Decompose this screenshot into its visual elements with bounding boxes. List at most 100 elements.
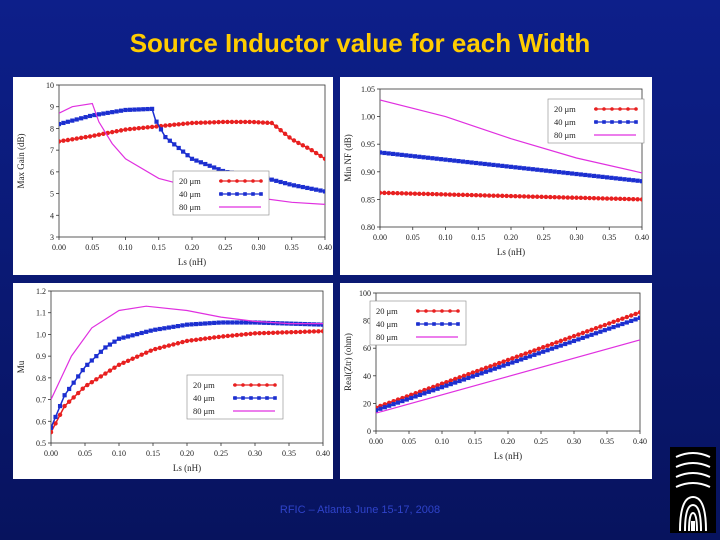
legend-label: 80 μm bbox=[193, 406, 215, 416]
marker-w40 bbox=[510, 360, 515, 365]
marker-w20 bbox=[89, 380, 95, 385]
marker-w40 bbox=[181, 149, 186, 154]
legend-marker bbox=[626, 107, 630, 111]
marker-w40 bbox=[207, 163, 212, 168]
marker-w40 bbox=[194, 158, 199, 163]
marker-w40 bbox=[243, 320, 249, 325]
x-tick-label: 0.25 bbox=[534, 437, 548, 446]
marker-w40 bbox=[105, 110, 110, 115]
marker-w20 bbox=[230, 333, 235, 338]
marker-w40 bbox=[574, 171, 579, 177]
marker-w40 bbox=[216, 320, 221, 325]
marker-w40 bbox=[283, 181, 288, 186]
marker-w20 bbox=[545, 343, 550, 348]
marker-w40 bbox=[136, 107, 141, 112]
marker-w40 bbox=[611, 324, 616, 330]
marker-w40 bbox=[552, 169, 557, 174]
legend-marker bbox=[227, 192, 231, 196]
marker-w40 bbox=[469, 160, 474, 165]
marker-w40 bbox=[439, 157, 444, 162]
marker-w40 bbox=[500, 163, 505, 168]
marker-w20 bbox=[202, 336, 208, 341]
marker-w40 bbox=[116, 336, 122, 341]
y-tick-label: 20 bbox=[363, 399, 371, 408]
marker-w20 bbox=[444, 379, 449, 385]
marker-w40 bbox=[135, 332, 140, 337]
legend-marker bbox=[219, 192, 223, 196]
marker-w20 bbox=[296, 140, 301, 146]
marker-w20 bbox=[132, 126, 137, 131]
marker-w20 bbox=[602, 322, 607, 328]
marker-w40 bbox=[633, 317, 638, 322]
legend-label: 40 μm bbox=[554, 117, 576, 127]
marker-w40 bbox=[532, 352, 537, 357]
marker-w40 bbox=[311, 322, 317, 327]
marker-w20 bbox=[85, 382, 90, 388]
y-tick-label: 40 bbox=[363, 372, 371, 381]
marker-w20 bbox=[243, 332, 249, 337]
marker-w20 bbox=[198, 120, 204, 125]
marker-w20 bbox=[460, 192, 466, 198]
marker-w20 bbox=[163, 123, 168, 128]
plot-area bbox=[51, 305, 323, 435]
marker-w20 bbox=[521, 194, 527, 199]
marker-w40 bbox=[422, 391, 427, 396]
marker-w20 bbox=[495, 193, 501, 198]
marker-w40 bbox=[139, 330, 144, 336]
marker-w40 bbox=[541, 349, 546, 354]
x-tick-label: 0.00 bbox=[52, 243, 66, 252]
marker-w20 bbox=[587, 195, 592, 201]
marker-w20 bbox=[53, 421, 58, 426]
marker-w20 bbox=[539, 194, 544, 200]
marker-w20 bbox=[307, 329, 312, 334]
marker-w40 bbox=[74, 117, 79, 122]
series-line-w20 bbox=[59, 121, 325, 160]
marker-w40 bbox=[517, 165, 522, 170]
marker-w40 bbox=[234, 320, 239, 325]
x-tick-label: 0.35 bbox=[282, 449, 296, 458]
legend-marker bbox=[233, 383, 237, 387]
marker-w20 bbox=[382, 190, 387, 196]
marker-w20 bbox=[114, 129, 119, 134]
marker-w40 bbox=[387, 403, 392, 408]
marker-w20 bbox=[278, 128, 283, 133]
marker-w40 bbox=[488, 368, 493, 373]
marker-w40 bbox=[395, 152, 400, 157]
marker-w20 bbox=[243, 119, 248, 125]
marker-w40 bbox=[519, 357, 524, 362]
marker-w40 bbox=[87, 113, 93, 119]
marker-w40 bbox=[475, 372, 480, 377]
marker-w40 bbox=[452, 158, 457, 163]
legend-marker bbox=[233, 396, 237, 400]
legend-marker bbox=[249, 396, 253, 400]
marker-w20 bbox=[443, 192, 448, 197]
legend-marker bbox=[219, 179, 223, 183]
marker-w40 bbox=[585, 334, 590, 339]
marker-w40 bbox=[114, 109, 119, 114]
marker-w20 bbox=[269, 120, 274, 126]
x-tick-label: 0.40 bbox=[316, 449, 330, 458]
legend-marker bbox=[456, 322, 460, 326]
legend-marker bbox=[227, 179, 231, 183]
marker-w20 bbox=[580, 330, 585, 336]
marker-w40 bbox=[629, 318, 634, 324]
y-tick-label: 0.6 bbox=[36, 417, 46, 426]
marker-w20 bbox=[483, 365, 489, 371]
marker-w40 bbox=[70, 118, 75, 123]
marker-w20 bbox=[110, 129, 115, 135]
marker-w20 bbox=[574, 195, 579, 200]
marker-w40 bbox=[495, 163, 500, 168]
marker-w40 bbox=[141, 107, 146, 112]
marker-w20 bbox=[180, 121, 186, 127]
marker-w20 bbox=[596, 196, 601, 201]
marker-w40 bbox=[522, 166, 527, 171]
marker-w20 bbox=[469, 192, 474, 198]
marker-w20 bbox=[313, 150, 319, 156]
marker-w40 bbox=[624, 320, 629, 325]
marker-w40 bbox=[274, 178, 279, 183]
marker-w20 bbox=[505, 357, 511, 363]
marker-w20 bbox=[456, 192, 461, 197]
marker-w20 bbox=[479, 367, 484, 372]
marker-w40 bbox=[478, 161, 483, 166]
marker-w20 bbox=[176, 122, 181, 127]
